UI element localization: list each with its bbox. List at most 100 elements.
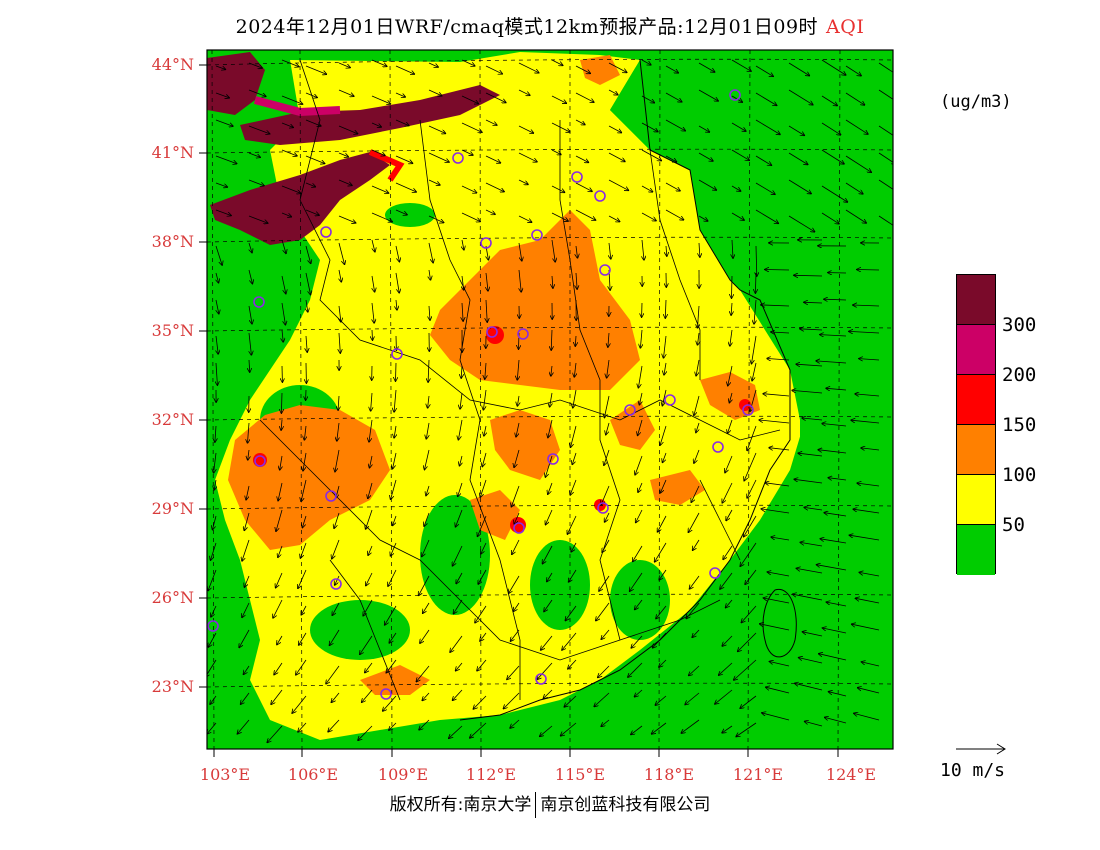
wind-vector xyxy=(691,485,700,502)
wind-vector xyxy=(305,182,315,187)
wind-vector xyxy=(799,658,823,664)
wind-vector xyxy=(794,275,823,276)
wind-vector xyxy=(509,575,520,593)
wind-vector xyxy=(722,725,733,733)
wind-vector xyxy=(562,632,577,650)
wind-vector xyxy=(696,359,700,376)
wind-vector xyxy=(545,455,553,477)
wind-vector xyxy=(395,155,413,163)
wind-vector xyxy=(854,713,880,721)
wind-vector xyxy=(655,542,667,562)
wind-vector xyxy=(575,119,585,125)
wind-vector xyxy=(594,692,610,707)
wind-vector xyxy=(305,119,321,126)
wind-vector xyxy=(551,239,555,262)
wind-vector xyxy=(693,539,700,550)
wind-vector xyxy=(820,335,847,336)
wind-vector xyxy=(755,272,756,293)
wind-vector xyxy=(248,62,262,68)
wind-vector xyxy=(665,155,677,162)
wind-vector xyxy=(480,632,487,641)
wind-vector xyxy=(639,392,642,405)
wind-vector xyxy=(685,692,700,705)
wind-vector xyxy=(242,539,250,561)
wind-vector xyxy=(567,515,577,534)
wind-vector xyxy=(766,687,790,694)
wind-vector xyxy=(540,725,553,736)
wind-vector xyxy=(274,662,283,675)
wind-vector xyxy=(878,215,893,226)
wind-vector xyxy=(518,179,528,184)
wind-vector xyxy=(852,624,880,631)
wind-vector xyxy=(301,605,307,615)
wind-vector xyxy=(422,539,430,557)
wind-vector xyxy=(470,722,487,738)
wind-vector xyxy=(878,89,893,100)
wind-vector xyxy=(663,452,667,462)
wind-vector xyxy=(426,422,430,439)
wind-vector xyxy=(429,269,431,280)
green-patch xyxy=(530,540,590,630)
city-marker xyxy=(571,171,583,183)
wind-vector xyxy=(754,299,756,324)
wind-vector xyxy=(462,302,463,321)
wind-vector xyxy=(484,425,486,436)
wind-vector xyxy=(215,182,227,187)
wind-vector xyxy=(821,59,846,75)
coastline xyxy=(459,59,791,721)
wind-vector xyxy=(825,717,847,724)
wind-vector xyxy=(248,179,264,186)
wind-vector xyxy=(859,572,880,577)
green-patch xyxy=(310,600,410,660)
wind-vector xyxy=(278,545,283,557)
wind-vector xyxy=(804,507,823,511)
wind-vector xyxy=(569,569,577,582)
wind-vector xyxy=(805,721,823,727)
wind-vector xyxy=(630,572,643,591)
wind-vector xyxy=(426,485,429,496)
wind-vector xyxy=(631,635,643,648)
city-marker xyxy=(253,296,265,308)
wind-vector xyxy=(770,662,790,667)
wind-vector xyxy=(845,182,863,194)
wind-vector xyxy=(665,65,678,73)
wind-vector xyxy=(853,305,880,306)
wind-vector xyxy=(369,419,373,442)
legend-swatch-very-unhealthy xyxy=(957,325,995,375)
wind-vector xyxy=(391,542,397,556)
wind-vector xyxy=(699,242,700,257)
wind-vector xyxy=(609,242,611,259)
wind-vector xyxy=(845,92,865,105)
wind-vector xyxy=(301,479,307,501)
city-marker xyxy=(709,567,721,579)
city-marker xyxy=(742,404,754,416)
wind-vector xyxy=(366,572,373,586)
wind-vector xyxy=(744,515,757,537)
wind-vector xyxy=(698,152,713,161)
city-marker xyxy=(486,326,498,338)
wind-vector xyxy=(731,212,744,220)
wind-vector xyxy=(330,629,340,645)
wind-vector xyxy=(248,449,249,460)
wind-vector xyxy=(453,545,463,566)
wind-vector xyxy=(425,449,430,470)
wind-vector xyxy=(794,479,823,484)
wind-vector xyxy=(564,695,577,707)
wind-vector xyxy=(338,152,348,157)
wind-vector xyxy=(771,332,790,333)
wind-vector xyxy=(845,155,871,172)
wind-vector xyxy=(692,629,700,637)
wind-vector xyxy=(537,662,553,679)
wind-vector xyxy=(551,329,552,350)
wind-vector xyxy=(641,149,661,161)
wind-vector xyxy=(729,392,732,403)
wind-vector xyxy=(395,65,414,74)
wind-vector xyxy=(416,665,430,682)
wind-vector xyxy=(395,119,409,126)
wind-vector xyxy=(305,155,325,164)
wind-vector xyxy=(215,425,216,442)
wind-vector xyxy=(550,392,552,407)
wind-vector xyxy=(755,65,773,76)
wind-vector xyxy=(845,119,868,134)
legend-swatch-unhealthy xyxy=(957,375,995,425)
